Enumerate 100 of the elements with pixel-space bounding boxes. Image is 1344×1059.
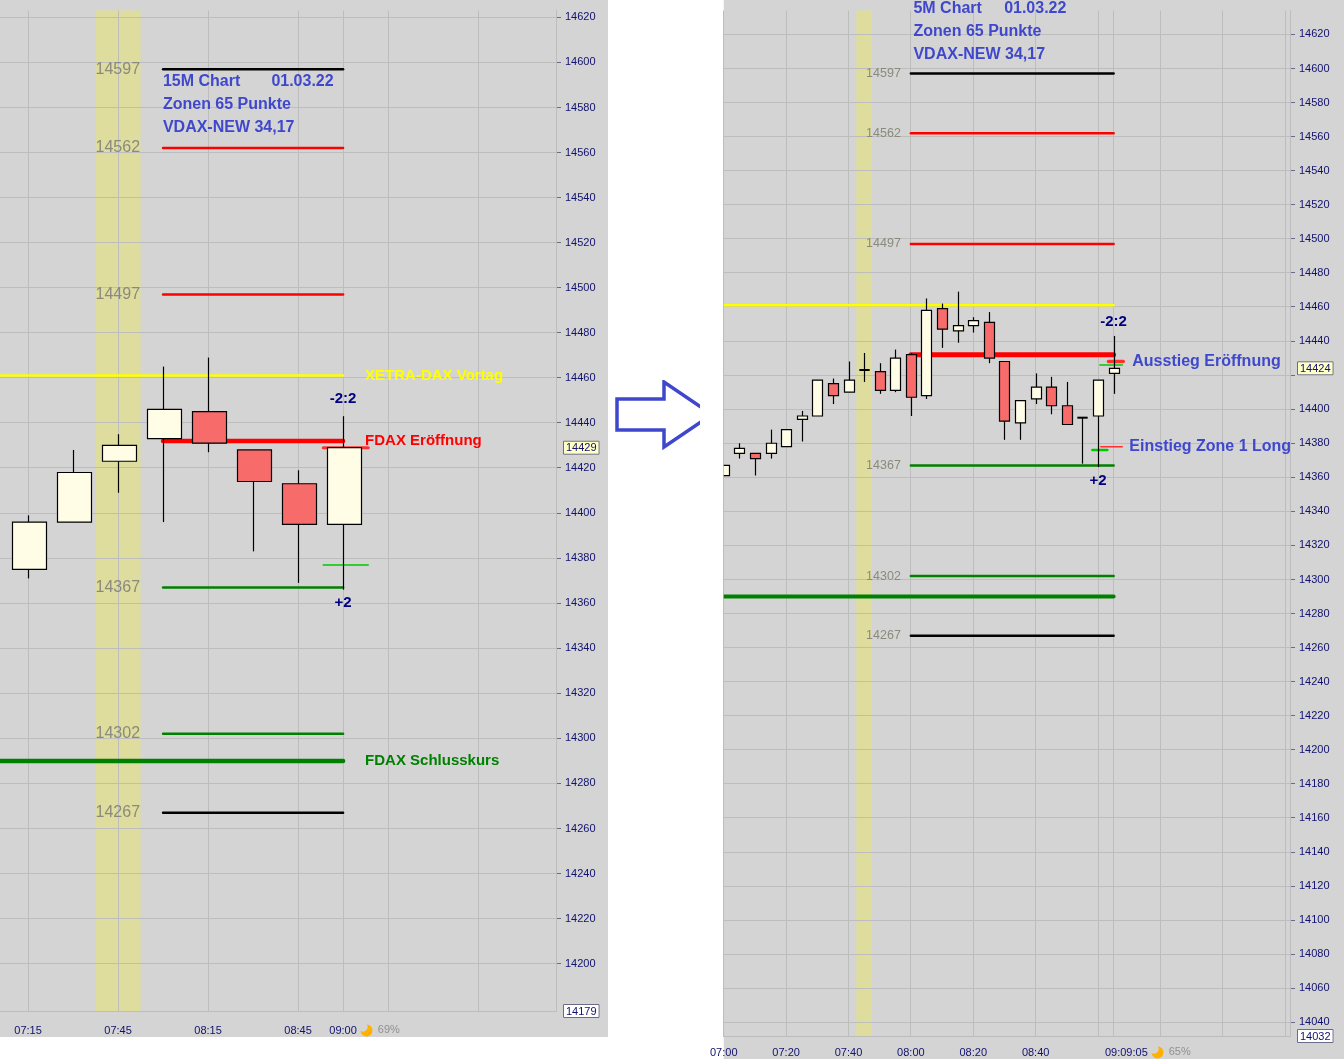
y-tick-label: 14260 [565, 821, 596, 834]
y-tick-label: 14340 [565, 641, 596, 654]
annotation: Ausstieg Eröffnung [1132, 351, 1281, 369]
y-tick-label: 14280 [565, 776, 596, 789]
x-tick-label: 08:15 [194, 1023, 222, 1036]
y-tick-label: 14300 [565, 731, 596, 744]
y-tick-label: 14060 [1299, 981, 1330, 994]
x-tick-label: 08:40 [1021, 1045, 1050, 1058]
y-tick-label: 14540 [565, 190, 596, 203]
y-tick-label: 14280 [1299, 606, 1330, 619]
y-tick-label: 14260 [1299, 640, 1330, 653]
series-label: 14497 [95, 284, 141, 302]
annotation: -2:2 [329, 389, 357, 407]
y-tick-label: 14580 [565, 100, 596, 113]
y-tick-label: 14380 [1299, 436, 1330, 449]
series-label: 14302 [866, 568, 901, 583]
y-tick-label: 14380 [565, 551, 596, 564]
y-tick-label: 14460 [565, 370, 596, 383]
candlestick [827, 377, 840, 405]
text: Zonen 65 Punkte VDAX-NEW 34,17 [913, 22, 1046, 63]
series-label: XETRA-DAX Vortag [365, 365, 504, 383]
y-tick-label: 14180 [1299, 776, 1330, 789]
candlestick [749, 452, 762, 477]
y-tick-label: 14200 [565, 956, 596, 969]
y-tick-label: 14200 [1299, 742, 1330, 755]
y-tick-label: 14520 [1299, 197, 1330, 210]
y-tick-label: 14340 [1299, 504, 1330, 517]
x-tick-label: 09:00 [329, 1023, 357, 1036]
candlestick [1014, 400, 1027, 441]
annotation: +2 [1089, 471, 1107, 489]
y-tick-label: 14480 [1299, 265, 1330, 278]
chart-title: 5M Chart 01.03.22 [913, 0, 1067, 17]
candlestick [1108, 335, 1121, 395]
y-tick-label: 14420 [565, 461, 596, 474]
x-tick-label: 07:15 [14, 1023, 42, 1036]
candlestick [1061, 381, 1074, 426]
y-tick-label: 14320 [565, 686, 596, 699]
y-tick-label: 14620 [1299, 27, 1330, 40]
y-tick-label: 14120 [1299, 879, 1330, 892]
candlestick [1045, 376, 1058, 415]
y-tick-label: 14580 [1299, 95, 1330, 108]
text: 15M Chart 01.03.22 [162, 72, 334, 90]
text: 14179 [566, 1004, 597, 1017]
annotation: Einstieg Zone 1 Long [1129, 437, 1292, 455]
text: Zonen 65 Punkte VDAX-NEW 34,17 [162, 95, 295, 136]
y-tick-label: 14160 [1299, 811, 1330, 824]
candlestick [843, 360, 856, 393]
y-tick-label: 14360 [1299, 470, 1330, 483]
x-tick-label: 08:00 [897, 1045, 925, 1058]
text: 14429 [566, 441, 597, 454]
y-tick-label: 14480 [565, 325, 596, 338]
candlestick [936, 302, 949, 349]
x-tick-label: 09:09:05 [1104, 1045, 1148, 1058]
y-tick-label: 14560 [1299, 129, 1330, 142]
y-tick-label: 14220 [1299, 708, 1330, 721]
candlestick [952, 291, 965, 344]
y-tick-label: 14300 [1299, 572, 1330, 585]
x-tick-label: 07:45 [104, 1023, 132, 1036]
x-tick-label: 07:20 [772, 1045, 800, 1058]
y-tick-label: 14220 [565, 911, 596, 924]
y-tick-label: 14360 [565, 596, 596, 609]
series-label: FDAX Eröffnung [365, 431, 482, 449]
series-label: 14497 [866, 236, 901, 251]
text: 14032 [1300, 1029, 1331, 1042]
y-tick-label: 14600 [1299, 61, 1330, 74]
candlestick [858, 352, 871, 383]
y-tick-label: 14500 [1299, 231, 1330, 244]
y-tick-label: 14600 [565, 55, 596, 68]
y-tick-label: 14240 [565, 866, 596, 879]
x-tick-label: 08:45 [284, 1023, 312, 1036]
x-tick-label: 07:40 [834, 1045, 863, 1058]
y-tick-label: 14440 [1299, 334, 1330, 347]
text: 65% [1168, 1045, 1191, 1058]
y-tick-label: 14100 [1299, 913, 1330, 926]
candlestick [765, 429, 778, 460]
series-label: 14267 [866, 628, 901, 643]
y-tick-label: 14400 [565, 506, 596, 519]
text: 14424 [1300, 361, 1331, 374]
x-tick-label: 07:00 [710, 1045, 738, 1058]
y-tick-label: 14140 [1299, 845, 1330, 858]
y-tick-label: 14320 [1299, 538, 1330, 551]
series-label: 14267 [95, 803, 141, 821]
annotation: -2:2 [1100, 312, 1127, 330]
series-label: 14367 [866, 457, 901, 472]
y-tick-label: 14520 [565, 235, 596, 248]
y-tick-label: 14500 [565, 280, 596, 293]
text: 69% [377, 1023, 401, 1036]
series-label: FDAX Schlusskurs [365, 751, 500, 769]
candlestick [874, 362, 887, 395]
annotation: +2 [334, 592, 352, 610]
y-tick-label: 14440 [565, 415, 596, 428]
y-tick-label: 14540 [1299, 163, 1330, 176]
series-label: 14302 [95, 724, 141, 742]
y-tick-label: 14400 [1299, 402, 1330, 415]
y-tick-label: 14080 [1299, 947, 1330, 960]
series-label: 14597 [866, 66, 901, 81]
y-tick-label: 14040 [1299, 1015, 1330, 1028]
y-tick-label: 14620 [565, 10, 596, 23]
candlestick [1076, 416, 1089, 465]
series-label: 14597 [95, 59, 141, 77]
